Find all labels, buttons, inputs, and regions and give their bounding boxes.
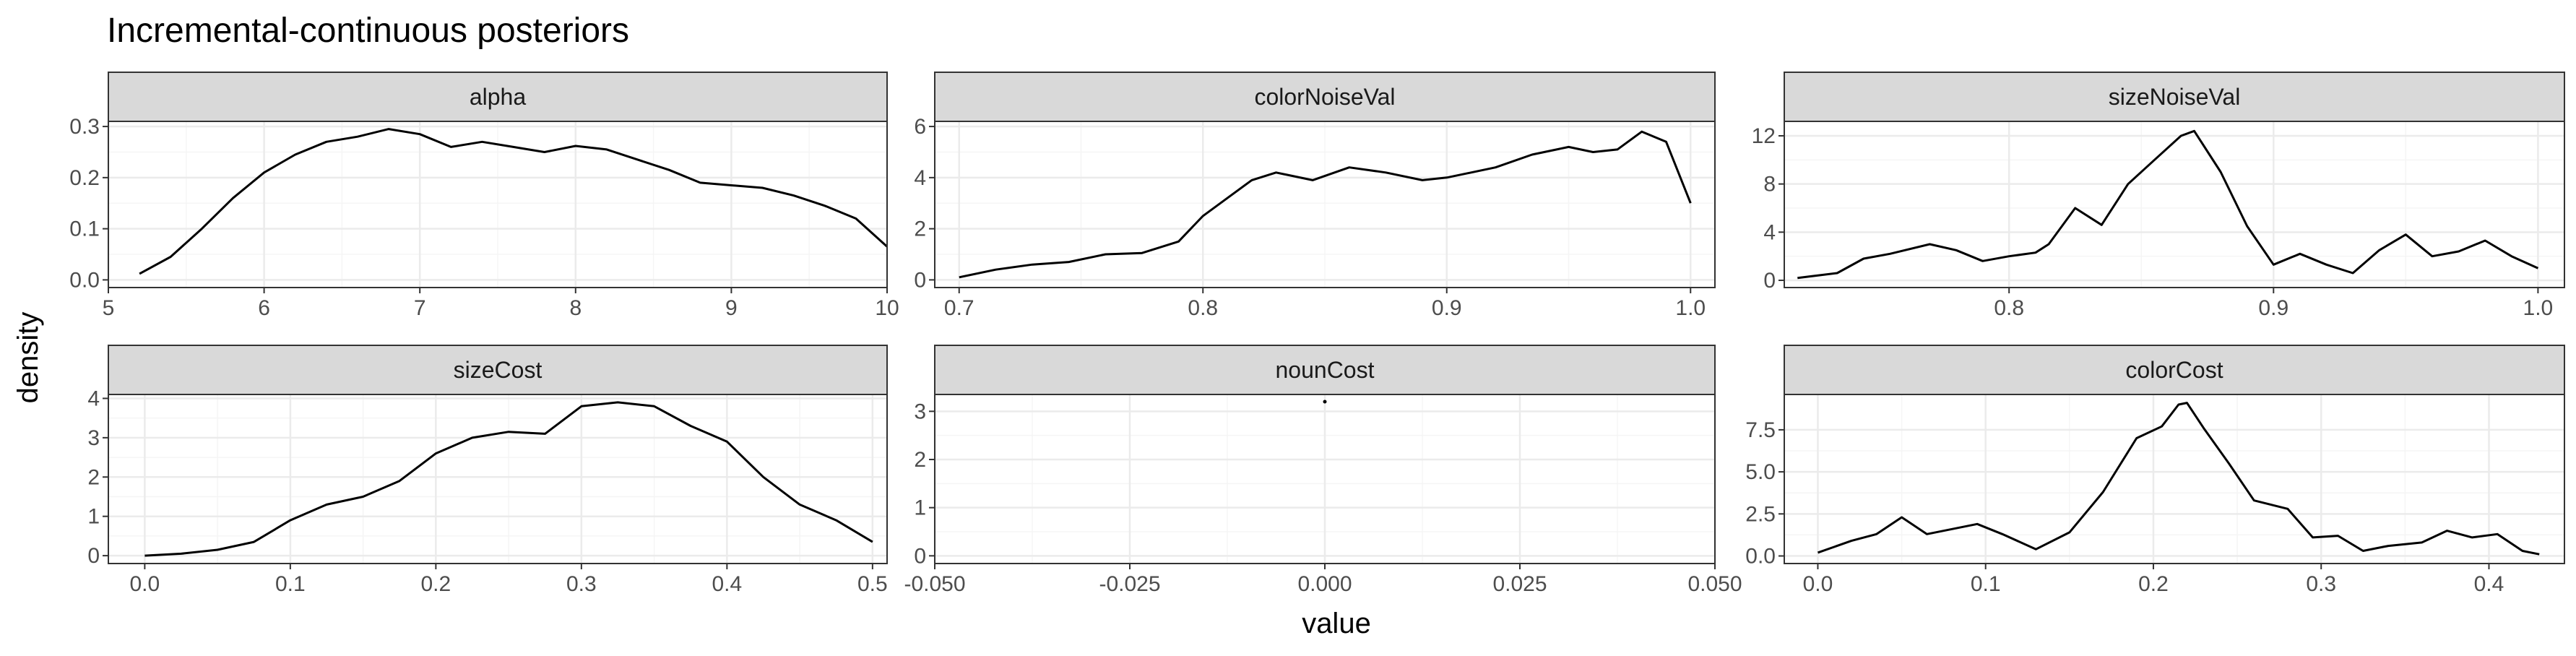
x-tick-label: 1.0 (2523, 296, 2554, 320)
y-tick-label: 4 (914, 166, 926, 190)
y-tick-label: 0 (914, 544, 926, 568)
y-tick-label: 12 (1752, 124, 1776, 148)
x-tick-label: 6 (258, 296, 270, 320)
x-tick-label: 0.1 (275, 572, 306, 596)
x-axis-title: value (1302, 608, 1371, 639)
y-tick-label: 0 (914, 268, 926, 292)
density-line-size-noise-val (1797, 129, 2539, 280)
y-tick-label: 0 (87, 544, 100, 568)
strip-label-size-cost: sizeCost (454, 357, 543, 383)
x-tick-label: 0.3 (566, 572, 597, 596)
x-tick-label: -0.025 (1099, 572, 1160, 596)
y-tick-label: 7.5 (1745, 418, 1776, 442)
y-tick-label: 4 (87, 387, 100, 410)
y-tick-label: 0 (1763, 269, 1776, 293)
x-tick-label: 9 (725, 296, 738, 320)
x-tick-label: 0.9 (2258, 296, 2288, 320)
density-line-color-cost (1818, 402, 2540, 556)
y-tick-label: 0.3 (69, 115, 100, 139)
x-tick-label: 0.0 (130, 572, 160, 596)
x-tick-label: 0.000 (1297, 572, 1352, 596)
x-tick-label: 0.4 (712, 572, 742, 596)
y-tick-label: 0.0 (1745, 545, 1776, 569)
x-tick-label: 0.9 (1432, 296, 1462, 320)
x-tick-label: 0.0 (1803, 572, 1833, 596)
density-point-noun-cost (1323, 400, 1327, 404)
panel-color-cost: 0.0 0.1 0.2 0.3 0.4 0.0 2.5 5.0 7.5 colorCost (1745, 345, 2565, 596)
x-tick-label: 0.025 (1492, 572, 1547, 596)
x-tick-label: 8 (569, 296, 582, 320)
y-tick-label: 1 (914, 496, 926, 520)
x-tick-label: 5 (103, 296, 115, 320)
strip-color-noise-val (934, 72, 1716, 122)
panel-alpha: 5 6 7 8 9 10 0.0 0.1 0.2 0.3 alpha (69, 72, 899, 320)
y-tick-label: 4 (1763, 220, 1776, 244)
strip-noun-cost (934, 345, 1716, 395)
x-tick-label: 1.0 (1675, 296, 1706, 320)
y-tick-label: 2.5 (1745, 502, 1776, 526)
y-tick-label: 6 (914, 115, 926, 139)
x-tick-label: 0.1 (1971, 572, 2001, 596)
x-tick-label: 0.7 (944, 296, 974, 320)
strip-label-size-noise-val: sizeNoiseVal (2109, 84, 2241, 110)
y-tick-label: 3 (87, 426, 100, 450)
panel-noun-cost: -0.050 -0.025 0.000 0.025 0.050 0 1 2 3 nounCost (904, 345, 1742, 596)
strip-size-noise-val (1784, 72, 2565, 122)
x-tick-label: 0.8 (1994, 296, 2024, 320)
x-tick-label: 0.2 (421, 572, 451, 596)
strip-alpha (108, 72, 888, 122)
y-tick-label: 2 (87, 465, 100, 489)
strip-label-alpha: alpha (470, 84, 527, 110)
density-line-color-noise-val (959, 130, 1692, 279)
x-tick-label: 10 (875, 296, 899, 320)
strip-label-color-cost: colorCost (2125, 357, 2223, 383)
y-tick-label: 0.0 (69, 268, 100, 292)
panel-size-noise-val: 0.8 0.9 1.0 0 4 8 12 sizeNoiseVal (1752, 72, 2565, 320)
y-tick-label: 2 (914, 448, 926, 472)
panel-size-cost: 0.0 0.1 0.2 0.3 0.4 0.5 0 1 2 3 4 sizeCost (87, 345, 888, 596)
y-tick-label: 8 (1763, 173, 1776, 197)
y-tick-label: 5.0 (1745, 460, 1776, 484)
y-axis-title: density (12, 312, 44, 404)
chart-title: Incremental-continuous posteriors (107, 12, 629, 50)
strip-color-cost (1784, 345, 2565, 395)
x-tick-label: 0.5 (857, 572, 888, 596)
x-tick-label: 0.4 (2474, 572, 2504, 596)
x-tick-label: -0.050 (904, 572, 965, 596)
panel-color-noise-val: 0.7 0.8 0.9 1.0 0 2 4 6 colorNoiseVal (914, 72, 1716, 320)
y-tick-label: 2 (914, 217, 926, 241)
x-tick-label: 0.2 (2138, 572, 2169, 596)
strip-label-noun-cost: nounCost (1276, 357, 1375, 383)
y-tick-label: 0.1 (69, 217, 100, 241)
strip-label-color-noise-val: colorNoiseVal (1254, 84, 1395, 110)
x-tick-label: 0.050 (1687, 572, 1742, 596)
y-tick-label: 1 (87, 505, 100, 529)
x-tick-label: 7 (414, 296, 426, 320)
y-tick-label: 3 (914, 400, 926, 423)
x-tick-label: 0.8 (1188, 296, 1218, 320)
density-line-size-cost (144, 401, 873, 557)
strip-size-cost (108, 345, 888, 395)
x-tick-label: 0.3 (2306, 572, 2336, 596)
density-line-alpha (139, 128, 889, 275)
y-tick-label: 0.2 (69, 166, 100, 190)
